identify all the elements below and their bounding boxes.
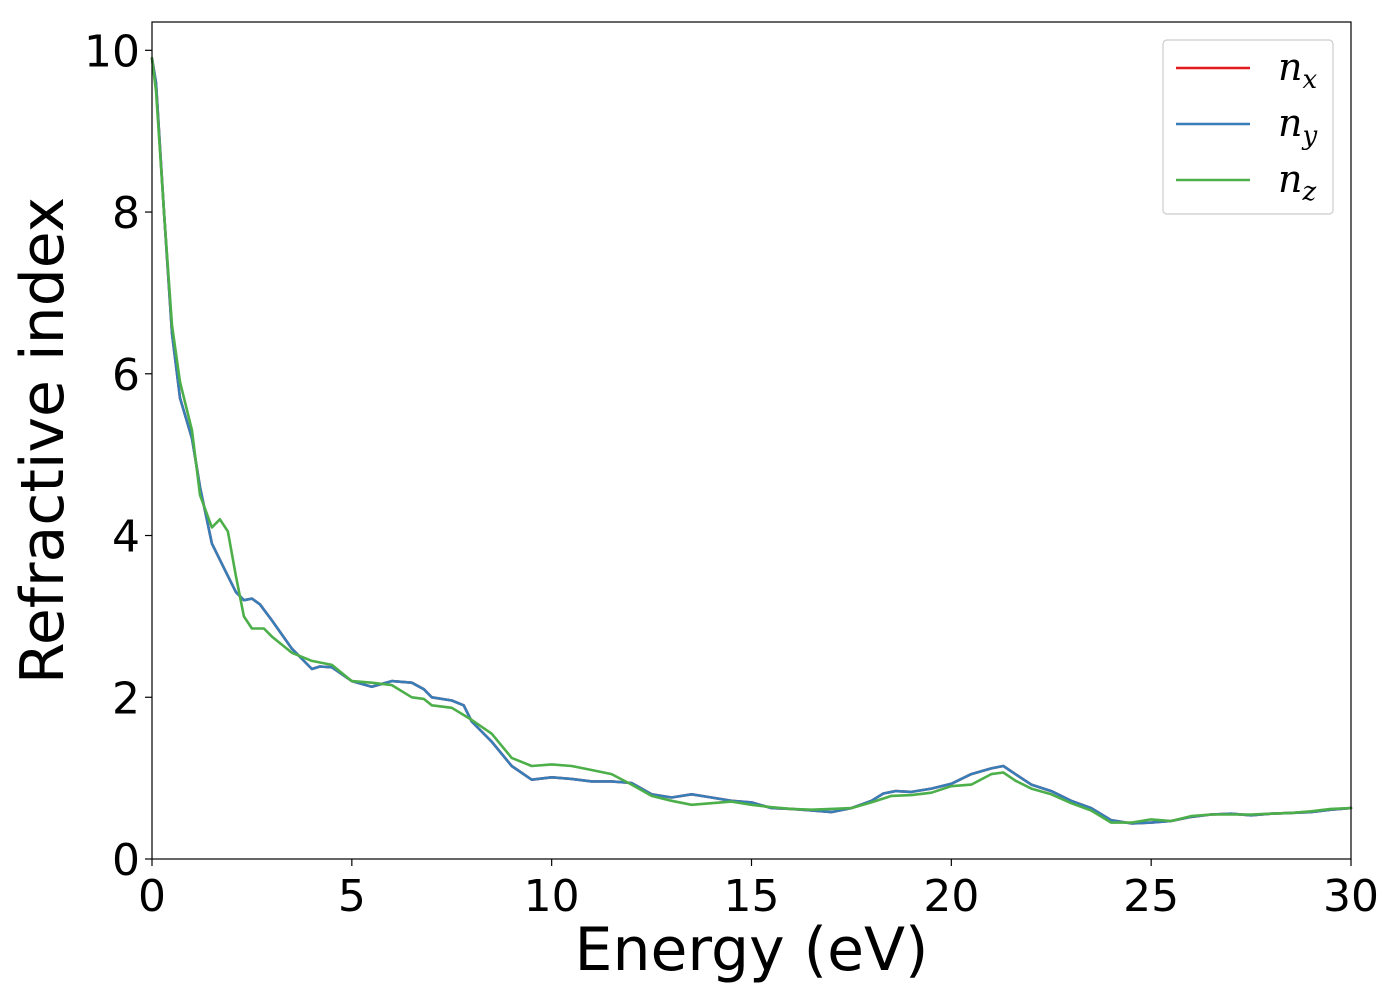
- legend-box: [1162, 39, 1334, 215]
- y-tick-label: 2: [112, 673, 140, 724]
- x-axis: 0 5 10 15 20 25 30: [138, 859, 1379, 922]
- y-tick-label: 8: [112, 188, 140, 239]
- y-tick-label: 0: [112, 835, 140, 886]
- y-tick-label: 4: [112, 512, 140, 563]
- legend-label-subscript: z: [1301, 177, 1316, 207]
- legend-label: ny: [1278, 101, 1317, 151]
- legend-label-base: n: [1278, 101, 1302, 145]
- legend-label-subscript: x: [1302, 65, 1317, 95]
- y-tick-label: 6: [112, 350, 140, 401]
- y-axis-title: Refractive index: [8, 197, 78, 684]
- series-line-y: [150, 57, 1353, 825]
- x-axis-title: Energy (eV): [575, 915, 929, 985]
- y-axis: 0 2 4 6 8 10: [84, 26, 152, 886]
- x-tick-label: 30: [1323, 871, 1379, 922]
- x-tick-label: 25: [1123, 871, 1179, 922]
- legend-label-base: n: [1278, 45, 1302, 89]
- x-tick-label: 0: [138, 871, 166, 922]
- y-tick-label: 10: [84, 26, 140, 77]
- legend-label: nz: [1278, 157, 1316, 207]
- series-line-z: [150, 57, 1353, 824]
- legend-label-subscript: y: [1301, 121, 1317, 151]
- legend-label-base: n: [1278, 157, 1302, 201]
- plot-area: [150, 57, 1353, 825]
- x-tick-label: 5: [338, 871, 366, 922]
- x-tick-label: 15: [724, 871, 780, 922]
- x-tick-label: 20: [923, 871, 979, 922]
- legend-label: nx: [1278, 45, 1317, 95]
- x-tick-label: 10: [524, 871, 580, 922]
